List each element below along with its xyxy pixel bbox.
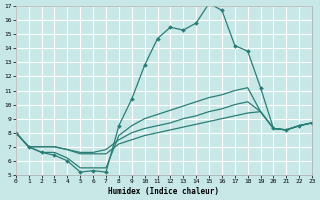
X-axis label: Humidex (Indice chaleur): Humidex (Indice chaleur) bbox=[108, 187, 220, 196]
